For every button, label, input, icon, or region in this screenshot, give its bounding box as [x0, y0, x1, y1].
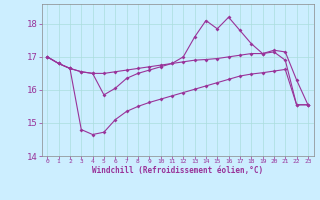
X-axis label: Windchill (Refroidissement éolien,°C): Windchill (Refroidissement éolien,°C) [92, 166, 263, 175]
